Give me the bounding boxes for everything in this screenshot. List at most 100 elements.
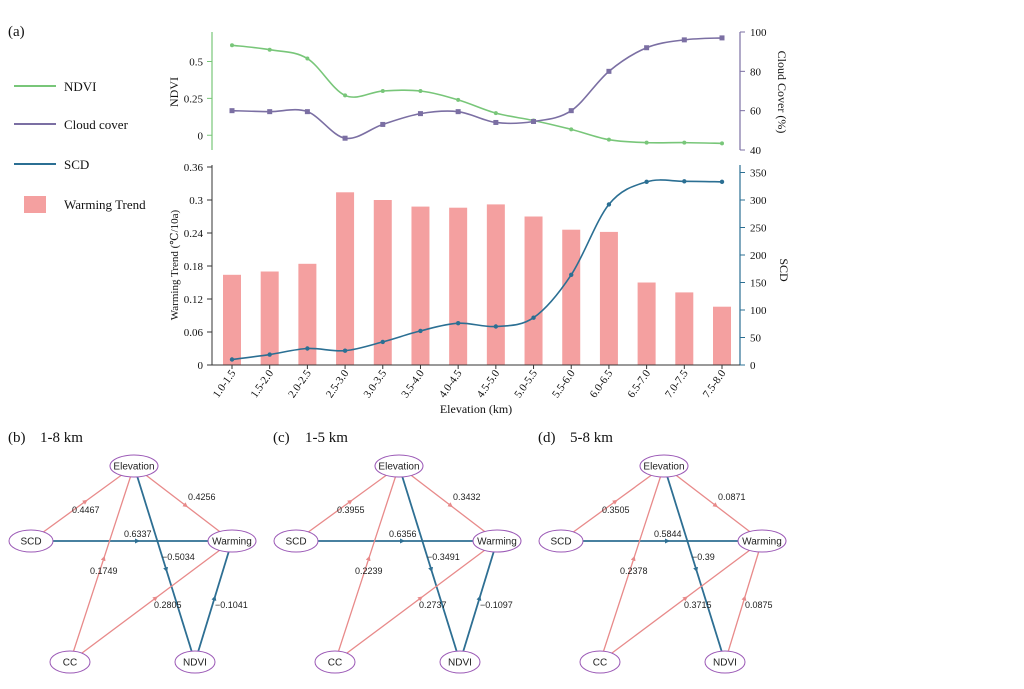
legend: NDVI Cloud cover SCD Warming Trend	[14, 79, 146, 213]
scd-point	[719, 179, 725, 185]
x-tick-label: 7.0-7.5	[663, 367, 691, 400]
bottom-right-tick-label: 350	[750, 168, 767, 180]
coef-elevation-warming: 0.4256	[188, 492, 216, 502]
arrow-scd-elevation	[347, 499, 353, 505]
ndvi-series-line	[231, 44, 723, 145]
x-tick-label: 4.0-4.5	[437, 367, 465, 400]
node-cc-label: CC	[328, 658, 342, 669]
warming-bar	[599, 231, 618, 365]
arrow-cc-warming	[680, 596, 688, 602]
node-cc	[579, 650, 621, 674]
arrow-scd-elevation	[82, 499, 88, 505]
cloud-point	[531, 118, 537, 124]
coef-ndvi-warming: 0.0875	[745, 600, 773, 610]
x-tick-label: 7.5-8.0	[701, 367, 729, 400]
x-tick-label: 3.5-4.0	[399, 367, 427, 400]
path-diagram-1-5-km: (c) 1-5 km 0.3955 0.3432 0.6356 −0.3491 0.2239…	[273, 430, 522, 674]
node-scd-label: SCD	[550, 537, 571, 548]
top-ylabel-right: Cloud Cover (%)	[775, 51, 789, 134]
warming-bar	[675, 292, 694, 365]
arrow-elevation-ndvi	[693, 563, 698, 573]
node-warming	[472, 529, 522, 553]
node-elevation	[639, 454, 689, 478]
bottom-right-tick-label: 200	[750, 250, 767, 262]
bottom-right-tick-label: 50	[750, 333, 762, 345]
coef-ndvi-warming: −0.1097	[480, 600, 513, 610]
legend-cloud-label: Cloud cover	[64, 117, 129, 132]
path-diagrams: (b) 1-8 km 0.4467 0.4256 0.6337 −0.5034 0.1749…	[8, 430, 787, 674]
bottom-left-tick-label: 0.24	[184, 228, 204, 240]
node-elevation	[109, 454, 159, 478]
ndvi-point	[380, 89, 385, 93]
x-tick-label: 5.5-6.0	[550, 367, 578, 400]
arrow-elevation-ndvi	[163, 563, 168, 573]
top-right-tick-label: 40	[750, 145, 762, 157]
arrow-cc-warming	[415, 596, 423, 602]
x-tick-label: 6.0-6.5	[588, 367, 616, 400]
node-cc	[314, 650, 356, 674]
warming-bar	[637, 282, 656, 365]
cloud-point	[342, 135, 348, 141]
diagram-title: 1-8 km	[40, 430, 83, 446]
warming-bar	[713, 306, 731, 365]
warming-bar	[486, 204, 505, 365]
coef-cc-warming: 0.2737	[419, 600, 447, 610]
x-tick-label: 1.5-2.0	[248, 367, 276, 400]
top-left-tick-label: 0.25	[184, 93, 204, 105]
warming-bar	[562, 229, 581, 365]
arrow-elevation-warming	[447, 502, 453, 508]
scd-point	[305, 346, 310, 351]
scd-point	[569, 272, 574, 277]
arrow-cc-elevation	[630, 555, 636, 565]
scd-point	[493, 324, 499, 329]
top-ylabel-left: NDVI	[167, 77, 181, 107]
coef-scd-elevation: 0.3955	[337, 505, 365, 515]
node-warming-label: Warming	[212, 537, 252, 548]
bottom-left-tick-label: 0.12	[184, 294, 203, 306]
bottom-left-tick-label: 0.18	[184, 261, 204, 273]
ndvi-point	[720, 141, 724, 146]
path-diagram-1-8-km: (b) 1-8 km 0.4467 0.4256 0.6337 −0.5034 0.1749…	[8, 430, 257, 674]
node-scd	[8, 529, 54, 553]
node-cc-label: CC	[593, 658, 607, 669]
top-right-tick-label: 100	[750, 27, 767, 39]
coef-elevation-ndvi: −0.3491	[427, 552, 460, 562]
x-tick-label: 2.0-2.5	[286, 367, 314, 400]
node-cc	[49, 650, 91, 674]
bottom-ylabel-left: Warming Trend (℃/10a)	[169, 209, 181, 320]
x-tick-label: 6.5-7.0	[625, 367, 653, 400]
diagram-title: 5-8 km	[570, 430, 613, 446]
warming-bar	[449, 207, 468, 365]
top-right-tick-label: 60	[750, 106, 762, 118]
node-scd-label: SCD	[20, 537, 41, 548]
node-scd-label: SCD	[285, 537, 306, 548]
coef-elevation-warming: 0.3432	[453, 492, 481, 502]
cloud-point	[719, 35, 725, 41]
cloud-point	[304, 109, 310, 115]
warming-bar	[223, 274, 241, 365]
scd-point	[380, 339, 385, 345]
bottom-ticks: 0 0.06 0.12 0.18 0.24 0.3 0.36 0 50 100 150 200 250 3…	[184, 162, 767, 372]
legend-warming-label: Warming Trend	[64, 197, 146, 212]
scd-point	[342, 348, 348, 353]
ndvi-point	[569, 127, 574, 132]
ndvi-point	[682, 140, 687, 145]
warming-bar	[336, 192, 355, 365]
cloud-point	[417, 111, 423, 117]
ndvi-point	[644, 140, 649, 145]
scd-point	[682, 179, 687, 184]
coef-scd-elevation: 0.4467	[72, 505, 100, 515]
x-tick-label: 2.5-3.0	[324, 367, 352, 400]
arrow-elevation-warming	[182, 502, 188, 508]
arrow-cc-warming	[150, 596, 158, 602]
cloud-point	[380, 121, 386, 127]
ndvi-point	[230, 43, 234, 48]
scd-point	[229, 357, 235, 362]
bottom-right-tick-label: 300	[750, 195, 767, 207]
node-scd	[273, 529, 319, 553]
bottom-chart: 0 0.06 0.12 0.18 0.24 0.3 0.36 0 50 100 150 200 250 3…	[169, 162, 791, 416]
panel-label: (c)	[273, 430, 290, 446]
panel-label: (d)	[538, 430, 556, 446]
ndvi-point	[493, 111, 498, 116]
bottom-right-tick-label: 100	[750, 305, 767, 317]
